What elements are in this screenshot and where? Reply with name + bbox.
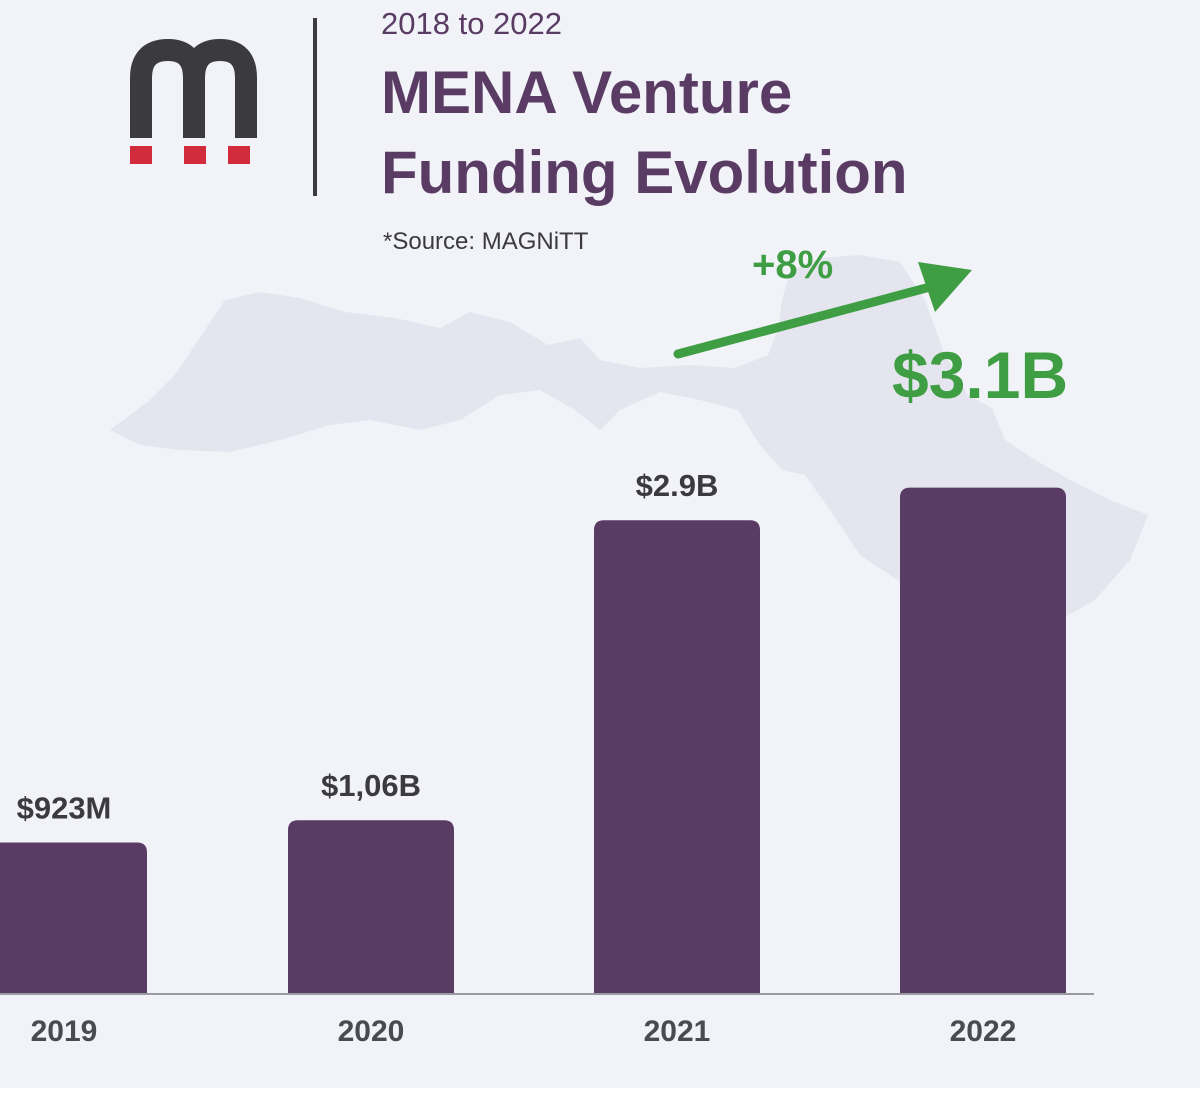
mena-map [110, 255, 1148, 620]
magnitt-logo [130, 38, 257, 164]
growth-label: +8% [752, 243, 833, 287]
highlight-value: $3.1B [892, 338, 1068, 412]
data-label-2020: $1,06B [321, 768, 421, 803]
x-axis-line [0, 993, 1094, 995]
data-label-2021: $2.9B [636, 468, 719, 503]
source-note: *Source: MAGNiTT [383, 228, 589, 255]
logo-dot [130, 146, 152, 164]
data-label-2019: $923M [17, 791, 112, 826]
x-tick-2019: 2019 [31, 1015, 98, 1048]
growth-arrow-icon [673, 262, 972, 359]
chart-title-line1: MENA Venture [381, 59, 792, 126]
logo-dot [184, 146, 206, 164]
x-tick-2021: 2021 [644, 1015, 711, 1048]
bar-2021 [594, 520, 760, 993]
header-divider [313, 18, 317, 196]
bars-layer: $923M 2019 $1,06B 2020 $2.9B 2021 2022 [0, 468, 1066, 1048]
bar-2022 [900, 487, 1066, 993]
x-tick-2022: 2022 [950, 1015, 1017, 1048]
x-tick-2020: 2020 [338, 1015, 405, 1048]
bar-2020 [288, 820, 454, 993]
chart-title-line2: Funding Evolution [381, 139, 908, 206]
bottom-strip [0, 1088, 1200, 1098]
logo-dot [228, 146, 250, 164]
logo-m-shape [130, 38, 257, 138]
bar-2019 [0, 842, 147, 993]
chart-subtitle: 2018 to 2022 [381, 6, 562, 41]
